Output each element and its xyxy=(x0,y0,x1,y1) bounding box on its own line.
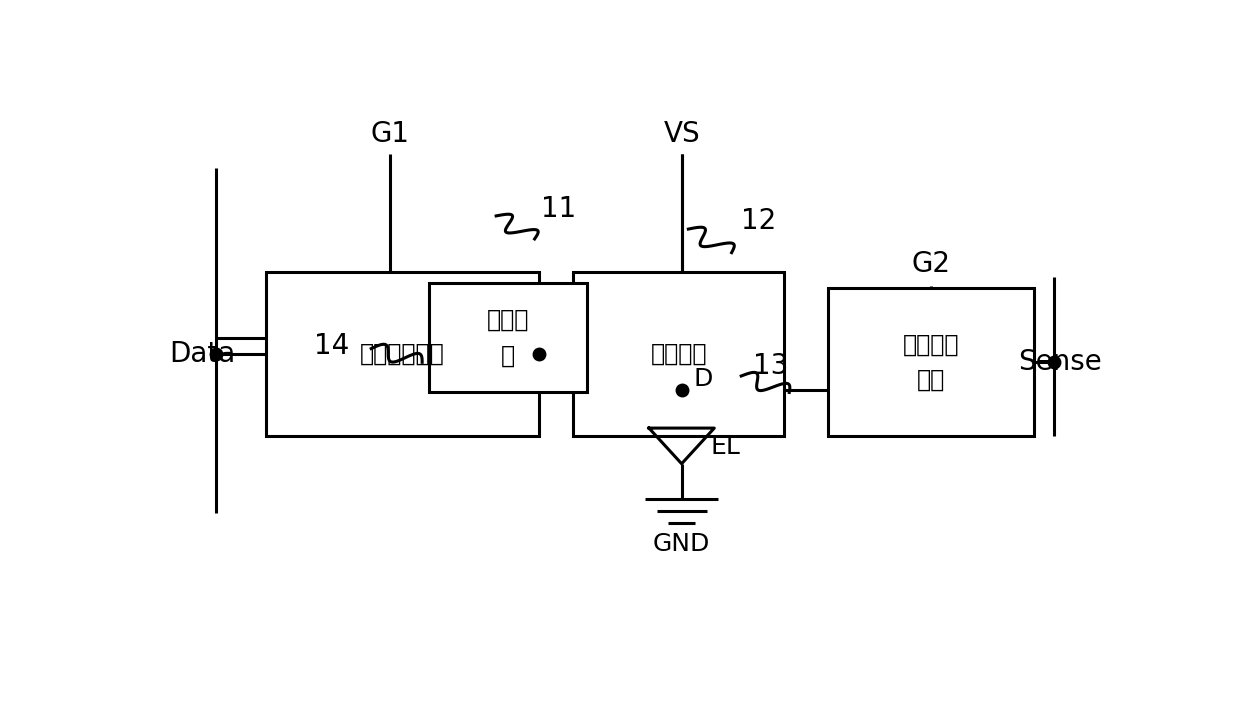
Text: 13: 13 xyxy=(753,352,789,380)
Text: 数据写入电路: 数据写入电路 xyxy=(360,342,445,366)
Text: G1: G1 xyxy=(371,120,410,149)
Text: D: D xyxy=(693,367,713,391)
Text: 补偿控制
电路: 补偿控制 电路 xyxy=(903,333,960,392)
FancyBboxPatch shape xyxy=(265,272,539,436)
FancyBboxPatch shape xyxy=(828,288,1034,436)
Text: GND: GND xyxy=(653,533,711,556)
Text: VS: VS xyxy=(663,120,699,149)
Text: 12: 12 xyxy=(742,207,776,236)
Text: G2: G2 xyxy=(911,251,950,278)
FancyBboxPatch shape xyxy=(573,272,785,436)
Text: EL: EL xyxy=(711,435,740,459)
Text: 14: 14 xyxy=(314,332,348,360)
Text: 11: 11 xyxy=(542,195,577,223)
Text: 驱动电路: 驱动电路 xyxy=(651,342,707,366)
FancyBboxPatch shape xyxy=(429,283,588,392)
Text: Sense: Sense xyxy=(1018,348,1101,377)
Text: 储能电
路: 储能电 路 xyxy=(487,308,529,367)
Text: Data: Data xyxy=(170,340,236,368)
